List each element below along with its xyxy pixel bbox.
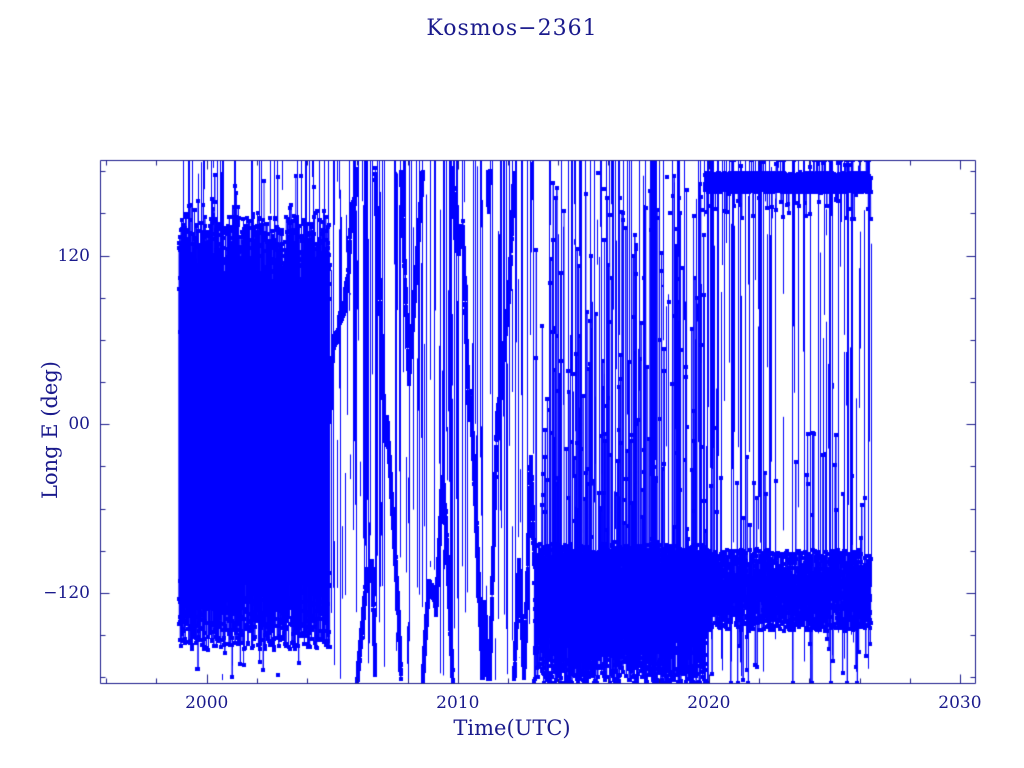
x-tick-label: 2000 bbox=[185, 693, 229, 713]
x-tick-label: 2010 bbox=[436, 693, 480, 713]
y-tick-label: 120 bbox=[57, 245, 90, 266]
x-tick-label: 2030 bbox=[938, 693, 982, 713]
x-axis-title: Time(UTC) bbox=[453, 716, 571, 740]
page-title: Kosmos−2361 bbox=[426, 16, 598, 41]
y-tick-label: −120 bbox=[43, 583, 90, 604]
y-tick-label: 00 bbox=[68, 414, 90, 435]
x-tick-label: 2020 bbox=[687, 693, 731, 713]
